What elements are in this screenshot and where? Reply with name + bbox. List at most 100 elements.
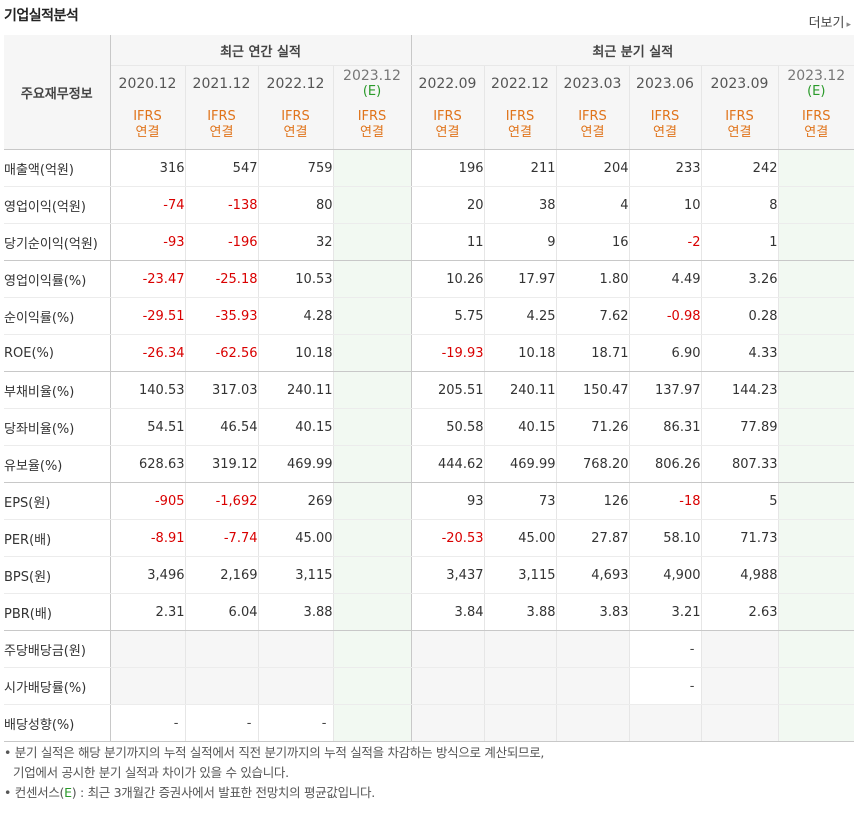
table-row: 순이익률(%) -29.51 -35.93 4.28 5.75 4.25 7.62 -0.98… — [4, 297, 855, 335]
value-cell: 3.88 — [484, 593, 557, 631]
period-header: 2022.12 — [484, 65, 557, 101]
value-cell: 4 — [556, 186, 630, 224]
value-cell — [778, 519, 855, 557]
value-cell: 4,988 — [701, 556, 779, 594]
value-cell — [333, 445, 412, 483]
more-link[interactable]: 더보기 ▸ — [809, 12, 851, 31]
row-label: 순이익률(%) — [4, 297, 111, 335]
value-cell: 77.89 — [701, 408, 779, 446]
value-cell: - — [258, 704, 334, 742]
value-cell — [333, 556, 412, 594]
value-cell: 1 — [701, 223, 779, 261]
value-cell: -0.98 — [629, 297, 702, 335]
value-cell: 50.58 — [411, 408, 485, 446]
value-cell — [333, 223, 412, 261]
value-cell: 10 — [629, 186, 702, 224]
value-cell — [333, 408, 412, 446]
value-cell — [484, 630, 557, 668]
value-cell: 4.28 — [258, 297, 334, 335]
value-cell: - — [185, 704, 259, 742]
ifrs-badge: IFRS 연결 — [333, 101, 412, 150]
value-cell: -74 — [110, 186, 186, 224]
value-cell — [778, 593, 855, 631]
value-cell: 469.99 — [484, 445, 557, 483]
value-cell — [333, 260, 412, 298]
value-cell: 269 — [258, 482, 334, 520]
value-cell: 150.47 — [556, 371, 630, 409]
ifrs-badge: IFRS 연결 — [484, 101, 557, 150]
group-quarterly: 최근 분기 실적 — [411, 35, 855, 66]
value-cell: 126 — [556, 482, 630, 520]
value-cell: 242 — [701, 149, 779, 187]
value-cell: -8.91 — [110, 519, 186, 557]
value-cell: 18.71 — [556, 334, 630, 372]
row-label: PER(배) — [4, 519, 111, 557]
row-label: 유보율(%) — [4, 445, 111, 483]
value-cell: 45.00 — [258, 519, 334, 557]
value-cell: 9 — [484, 223, 557, 261]
value-cell: 2.63 — [701, 593, 779, 631]
value-cell: 319.12 — [185, 445, 259, 483]
value-cell: 6.04 — [185, 593, 259, 631]
ifrs-badge: IFRS 연결 — [778, 101, 855, 150]
value-cell — [258, 667, 334, 705]
value-cell — [484, 704, 557, 742]
value-cell — [629, 704, 702, 742]
value-cell — [333, 334, 412, 372]
value-cell — [556, 704, 630, 742]
value-cell: 317.03 — [185, 371, 259, 409]
value-cell — [333, 630, 412, 668]
value-cell: 10.18 — [484, 334, 557, 372]
value-cell: 211 — [484, 149, 557, 187]
value-cell: -7.74 — [185, 519, 259, 557]
value-cell: -26.34 — [110, 334, 186, 372]
period-header: 2023.12 (E) — [333, 65, 412, 101]
value-cell: 759 — [258, 149, 334, 187]
value-cell: 20 — [411, 186, 485, 224]
value-cell: -196 — [185, 223, 259, 261]
value-cell: 10.53 — [258, 260, 334, 298]
table-row: PBR(배) 2.31 6.04 3.88 3.84 3.88 3.83 3.21 2.63 — [4, 593, 855, 631]
value-cell — [333, 704, 412, 742]
value-cell — [778, 482, 855, 520]
period-header: 2022.12 — [258, 65, 334, 101]
row-label: 당기순이익(억원) — [4, 223, 111, 261]
period-header: 2023.03 — [556, 65, 630, 101]
value-cell: 3,115 — [258, 556, 334, 594]
value-cell — [333, 593, 412, 631]
value-cell — [411, 704, 485, 742]
value-cell: 73 — [484, 482, 557, 520]
value-cell: 205.51 — [411, 371, 485, 409]
value-cell: 140.53 — [110, 371, 186, 409]
value-cell: - — [110, 704, 186, 742]
value-cell: -23.47 — [110, 260, 186, 298]
row-label: PBR(배) — [4, 593, 111, 631]
value-cell: 3.88 — [258, 593, 334, 631]
value-cell: -29.51 — [110, 297, 186, 335]
value-cell — [258, 630, 334, 668]
value-cell: -25.18 — [185, 260, 259, 298]
value-cell — [701, 667, 779, 705]
value-cell: 3.26 — [701, 260, 779, 298]
row-label: EPS(원) — [4, 482, 111, 520]
value-cell — [778, 556, 855, 594]
value-cell: 768.20 — [556, 445, 630, 483]
value-cell: 4.49 — [629, 260, 702, 298]
value-cell — [556, 630, 630, 668]
footnotes: • 분기 실적은 해당 분기까지의 누적 실적에서 직전 분기까지의 누적 실적… — [4, 743, 544, 803]
value-cell: 204 — [556, 149, 630, 187]
row-label: 배당성향(%) — [4, 704, 111, 742]
value-cell: 93 — [411, 482, 485, 520]
period-header: 2023.06 — [629, 65, 702, 101]
row-label: ROE(%) — [4, 334, 111, 372]
value-cell: 1.80 — [556, 260, 630, 298]
value-cell — [484, 667, 557, 705]
value-cell: 4.25 — [484, 297, 557, 335]
value-cell: -2 — [629, 223, 702, 261]
value-cell: 7.62 — [556, 297, 630, 335]
value-cell: 240.11 — [258, 371, 334, 409]
value-cell: 71.26 — [556, 408, 630, 446]
row-label: 영업이익(억원) — [4, 186, 111, 224]
value-cell: 8 — [701, 186, 779, 224]
footnote-1: • 분기 실적은 해당 분기까지의 누적 실적에서 직전 분기까지의 누적 실적… — [4, 745, 545, 760]
